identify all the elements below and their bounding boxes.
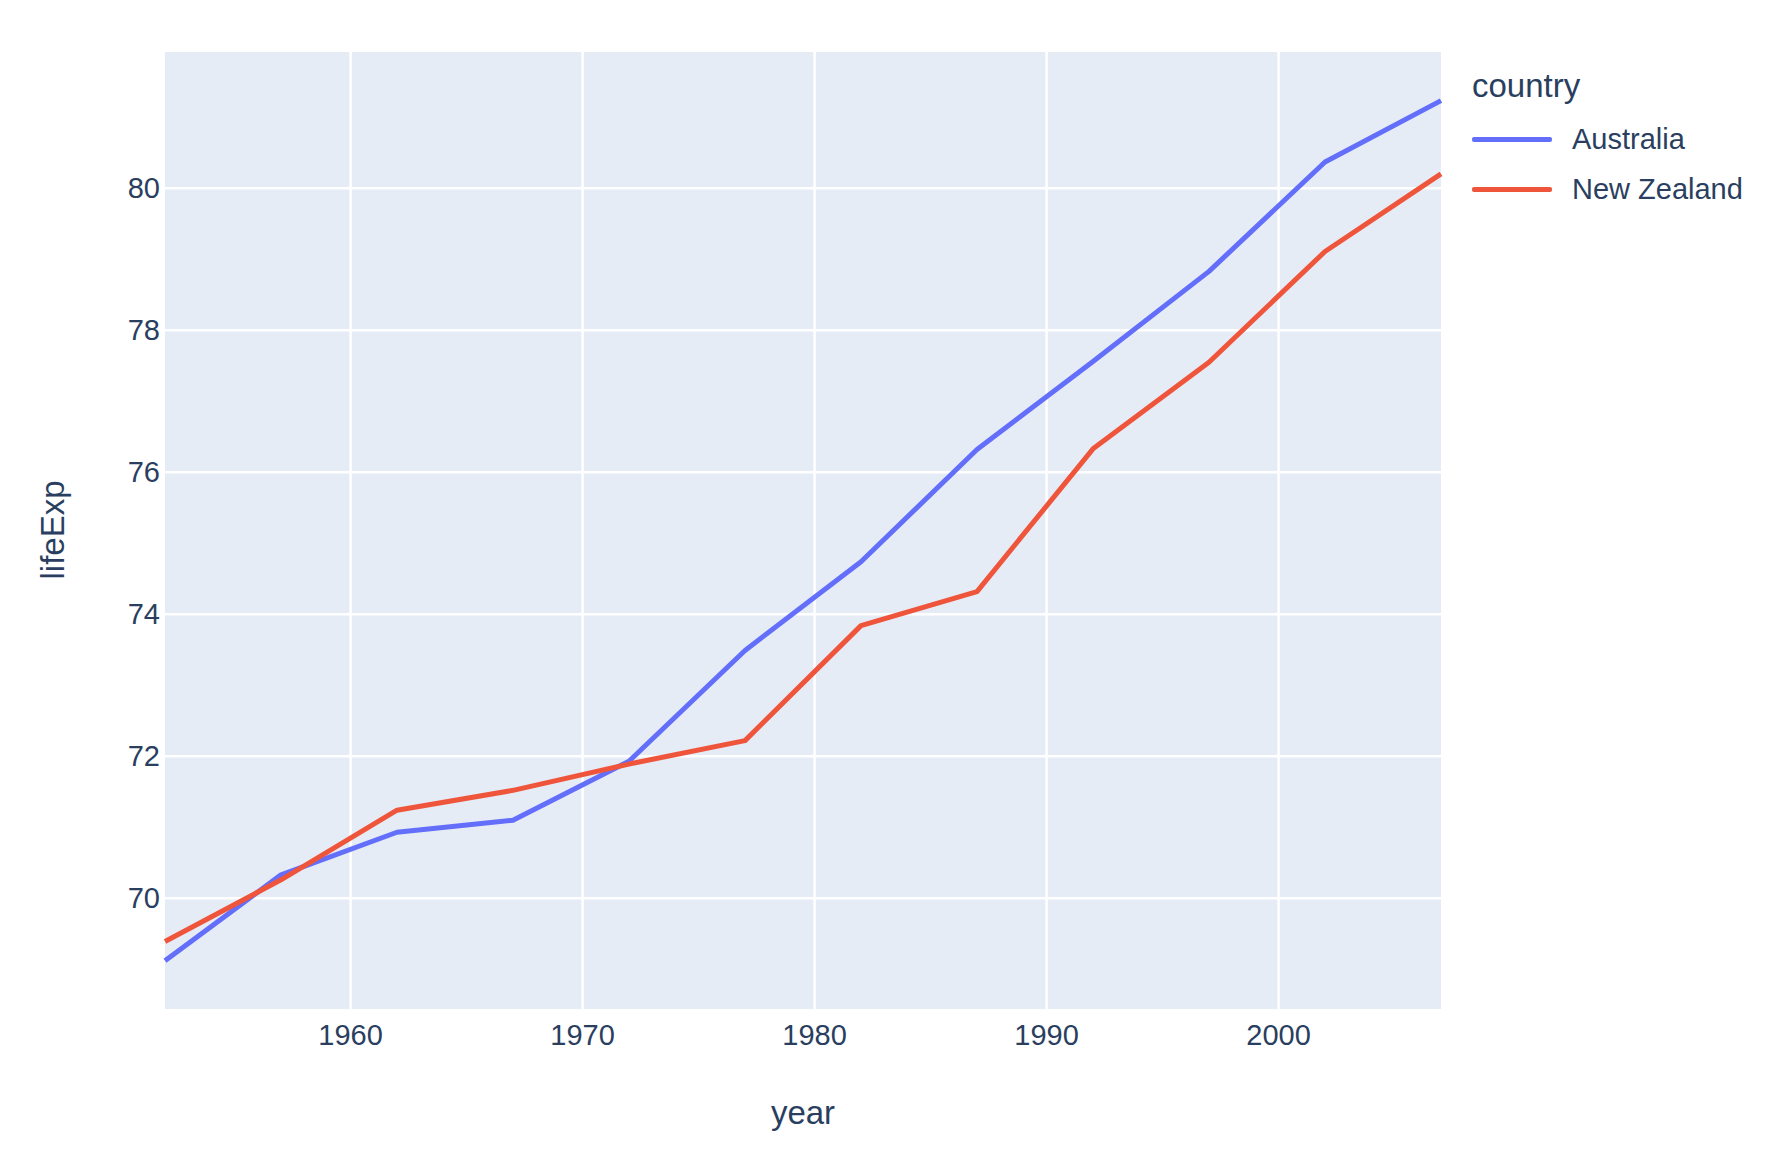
legend: country Australia New Zealand bbox=[1472, 66, 1743, 214]
x-axis-title: year bbox=[771, 1094, 835, 1131]
legend-line-sample-new-zealand bbox=[1472, 187, 1552, 192]
legend-label-australia: Australia bbox=[1572, 123, 1685, 156]
plot-background bbox=[165, 52, 1441, 1009]
svg-text:72: 72 bbox=[128, 740, 160, 772]
legend-label-new-zealand: New Zealand bbox=[1572, 173, 1743, 206]
svg-text:74: 74 bbox=[128, 598, 160, 630]
y-axis-title: lifeExp bbox=[34, 480, 71, 579]
svg-text:1960: 1960 bbox=[318, 1019, 383, 1051]
svg-text:80: 80 bbox=[128, 172, 160, 204]
legend-item-new-zealand[interactable]: New Zealand bbox=[1472, 164, 1743, 214]
svg-text:1990: 1990 bbox=[1014, 1019, 1079, 1051]
svg-text:78: 78 bbox=[128, 314, 160, 346]
svg-text:1970: 1970 bbox=[550, 1019, 615, 1051]
svg-text:70: 70 bbox=[128, 882, 160, 914]
svg-text:1980: 1980 bbox=[782, 1019, 847, 1051]
svg-text:2000: 2000 bbox=[1246, 1019, 1311, 1051]
chart-figure: 1960 1970 1980 1990 2000 70 72 74 76 78 80 year li… bbox=[0, 0, 1781, 1168]
svg-text:76: 76 bbox=[128, 456, 160, 488]
legend-item-australia[interactable]: Australia bbox=[1472, 114, 1743, 164]
legend-title: country bbox=[1472, 66, 1743, 106]
legend-line-sample-australia bbox=[1472, 137, 1552, 142]
